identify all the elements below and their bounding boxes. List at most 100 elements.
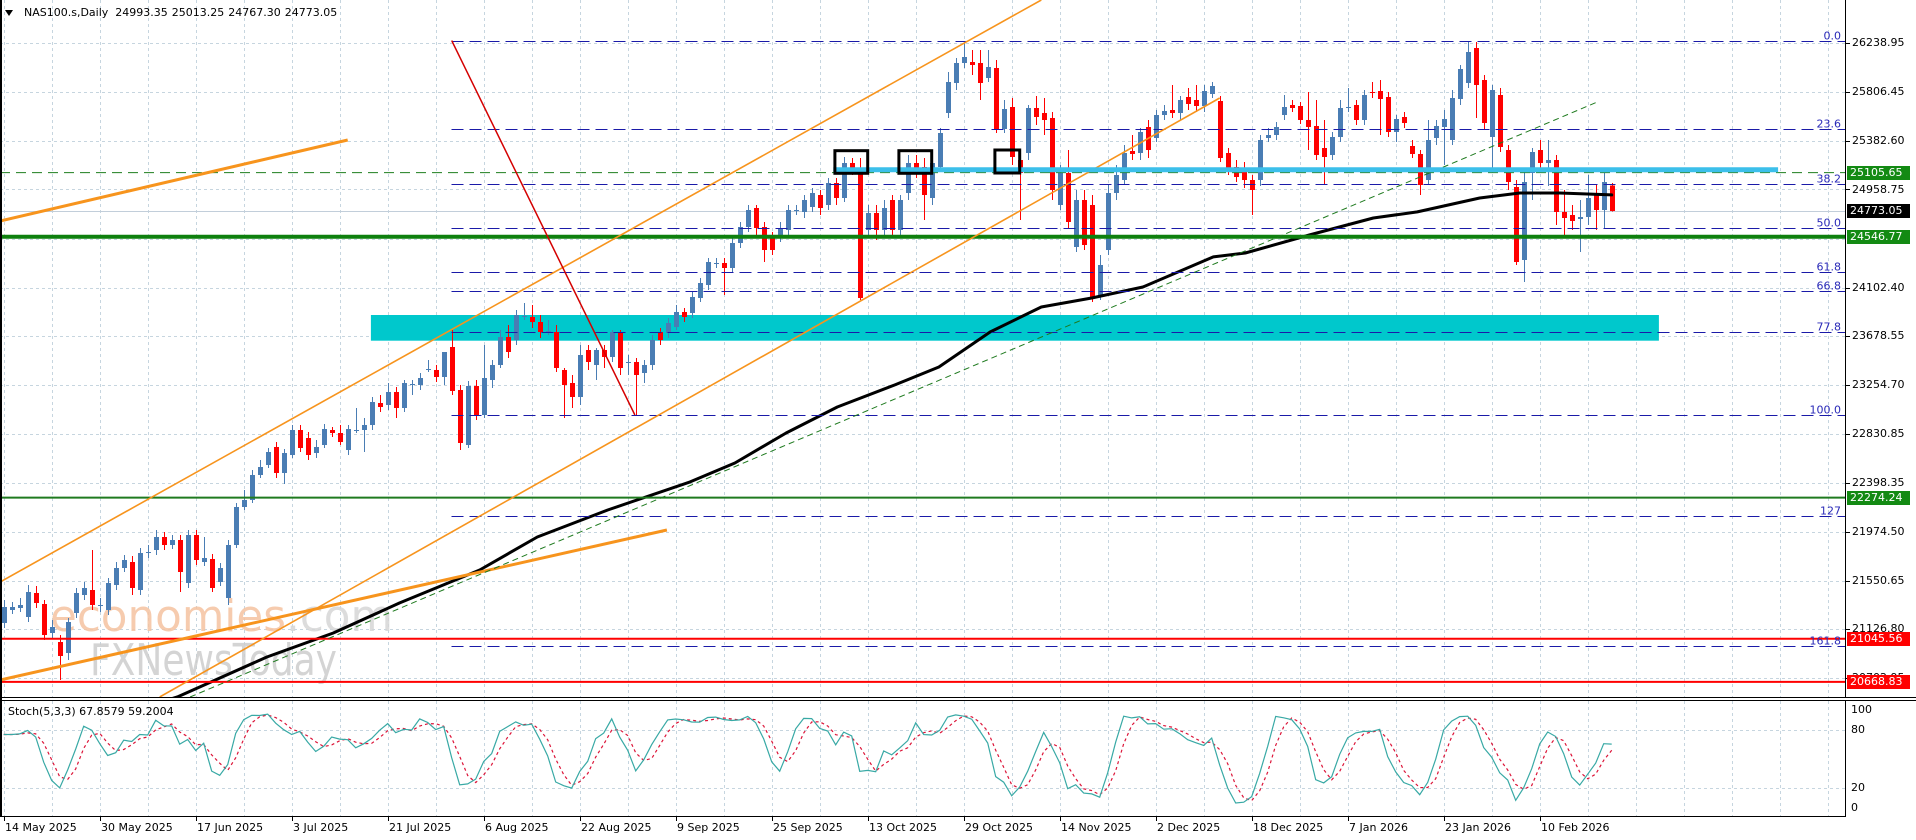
candle-body <box>938 132 943 168</box>
candle-body <box>1346 107 1351 109</box>
candle-body <box>890 199 895 230</box>
price-tick-mark <box>1846 434 1850 435</box>
candle <box>794 205 799 216</box>
time-axis[interactable]: 14 May 2025 30 May 2025 17 Jun 2025 3 Jul 2… <box>0 816 1846 840</box>
candle-body <box>1002 108 1007 129</box>
candle <box>1442 109 1447 165</box>
stochastic-canvas[interactable] <box>0 701 1845 816</box>
candle-body <box>898 199 903 230</box>
candle-body <box>1522 181 1527 261</box>
time-tick-mark <box>484 817 485 821</box>
time-tick-mark <box>1252 817 1253 821</box>
candle <box>506 325 511 358</box>
candle-body <box>58 641 63 656</box>
candle-body <box>1194 100 1199 106</box>
candle-body <box>522 315 527 317</box>
candle-body <box>810 192 815 208</box>
candle-body <box>1330 136 1335 155</box>
candle <box>114 561 119 590</box>
candle-body <box>578 354 583 397</box>
candle-body <box>1370 91 1375 94</box>
candle <box>698 277 703 303</box>
candle <box>210 554 215 593</box>
candle-body <box>482 378 487 416</box>
time-tick-mark <box>676 817 677 821</box>
fibonacci-retracement[interactable]: 0.0 23.6 38.2 50.0 61.8 66.8 77.8 100.0 127 161.8 <box>451 30 1845 648</box>
candle-body <box>930 163 935 199</box>
dropdown-triangle-icon[interactable] <box>5 10 13 16</box>
candle <box>354 408 359 434</box>
highlight-box[interactable] <box>897 149 934 175</box>
candle-body <box>1594 194 1599 210</box>
moving-average-line[interactable] <box>140 191 1614 697</box>
upper-left-segment-trendline[interactable] <box>0 138 349 223</box>
candle <box>394 387 399 418</box>
candle <box>1354 100 1359 126</box>
candle-body <box>354 430 359 432</box>
candle-body <box>946 81 951 113</box>
candle-body <box>442 351 447 378</box>
upper-channel-trendline[interactable] <box>0 0 1042 583</box>
candle-body <box>698 282 703 299</box>
candle <box>402 380 407 413</box>
candle <box>570 374 575 409</box>
candle-body <box>626 361 631 363</box>
time-axis-label: 10 Feb 2026 <box>1541 821 1610 834</box>
price-axis-label: 22398.35 <box>1852 476 1905 490</box>
candle-body <box>658 332 663 341</box>
candle-body <box>330 430 335 434</box>
time-tick-mark <box>1540 817 1541 821</box>
candle <box>1522 167 1527 282</box>
candle <box>538 315 543 338</box>
candle <box>802 194 807 219</box>
candle-body <box>554 332 559 368</box>
candle <box>1418 149 1423 195</box>
candle <box>1466 42 1471 88</box>
candle-body <box>778 228 783 238</box>
lower-left-segment-trendline[interactable] <box>0 528 668 682</box>
candle-body <box>1394 118 1399 133</box>
candle <box>1274 122 1279 140</box>
fib-level-label: 100.0 <box>1810 404 1842 417</box>
candle <box>594 347 599 381</box>
stochastic-indicator-panel[interactable]: Stoch(5,3,3) 67.8579 59.2004 <box>0 701 1845 816</box>
candle-body <box>1474 48 1479 85</box>
lower-channel-trendline[interactable] <box>159 97 1221 697</box>
candle <box>1394 115 1399 143</box>
candle <box>1258 135 1263 186</box>
price-tick-mark <box>1846 288 1850 289</box>
candle <box>1090 194 1095 303</box>
candle <box>186 530 191 589</box>
candle <box>106 578 111 615</box>
highlight-box[interactable] <box>833 149 870 175</box>
candle <box>298 425 303 452</box>
candle <box>1378 80 1383 136</box>
open-value: 24993.35 <box>115 6 168 19</box>
candle-body <box>514 315 519 341</box>
candle-body <box>922 167 927 195</box>
candle <box>378 395 383 413</box>
candle-body <box>530 316 535 323</box>
panel-separator[interactable] <box>0 697 1916 701</box>
candle <box>1402 111 1407 129</box>
candle <box>122 554 127 573</box>
candle-body <box>1298 105 1303 120</box>
candle <box>442 351 447 386</box>
price-axis[interactable]: 26238.95 25806.45 25382.60 24958.75 24102.40… <box>1845 0 1916 697</box>
candle-body <box>2 606 7 624</box>
price-tick-mark <box>1846 92 1850 93</box>
main-price-chart-panel[interactable]: economies.com FXNewsToday 0.0 23.6 38.2 50.0 6… <box>0 0 1845 697</box>
candle-body <box>130 561 135 589</box>
candle-body <box>178 540 183 573</box>
rising-support-dashed-trendline[interactable] <box>189 101 1598 697</box>
candle <box>362 417 367 452</box>
candle-body <box>42 603 47 635</box>
fibonacci-base-trendline[interactable] <box>451 40 636 416</box>
time-tick-mark <box>868 817 869 821</box>
candle <box>954 57 959 91</box>
time-axis-label: 3 Jul 2025 <box>293 821 349 834</box>
candle <box>986 49 991 82</box>
time-tick-mark <box>580 817 581 821</box>
highlight-box[interactable] <box>993 148 1022 175</box>
